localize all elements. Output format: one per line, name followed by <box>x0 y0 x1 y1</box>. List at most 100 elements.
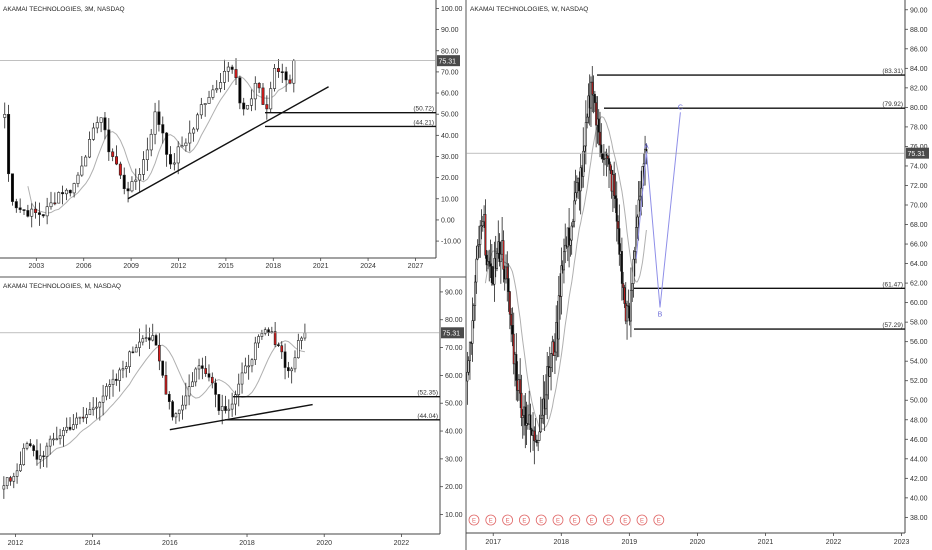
candle-body <box>25 443 29 449</box>
candle-body <box>34 208 38 213</box>
candle-body <box>257 336 260 344</box>
candle-body <box>230 403 234 410</box>
projection-point-label: B <box>658 312 663 319</box>
candle-body <box>273 331 277 346</box>
candle-body <box>144 337 148 339</box>
x-tick-label: 2017 <box>485 539 501 546</box>
candle-body <box>174 413 178 418</box>
candle-body <box>157 111 161 125</box>
candle-body <box>599 131 602 146</box>
x-tick-label: 2023 <box>894 539 910 546</box>
earnings-marker-icon[interactable] <box>519 514 530 526</box>
candle-body <box>158 344 161 362</box>
earnings-marker-icon[interactable] <box>636 514 648 526</box>
candle-body <box>211 89 215 98</box>
candle-body <box>471 320 474 344</box>
candle-body <box>201 365 204 369</box>
earnings-marker-icon[interactable] <box>653 514 665 526</box>
y-tick-label: 20.00 <box>445 484 463 491</box>
candle-body <box>477 244 480 247</box>
candle-body <box>485 254 488 266</box>
candle-body <box>177 409 181 414</box>
candle-body <box>126 188 130 192</box>
earnings-marker-label: E <box>506 519 510 525</box>
earnings-marker-icon[interactable] <box>603 514 614 526</box>
earnings-marker-icon[interactable] <box>502 514 514 526</box>
candle-body <box>484 214 487 256</box>
candle-body <box>142 159 145 175</box>
candle-body <box>167 393 171 402</box>
candle-body <box>533 430 536 442</box>
earnings-marker-label: E <box>472 519 476 525</box>
earnings-marker-icon[interactable] <box>468 514 480 526</box>
candle-body <box>204 368 207 374</box>
candle-body <box>568 227 571 246</box>
candle-body <box>105 386 108 397</box>
candle-body <box>151 335 155 341</box>
candle-body <box>552 341 555 356</box>
chart-pane-weekly[interactable]: AKAMAI TECHNOLOGIES, W, NASDAQ (83.31) (7… <box>466 0 929 546</box>
y-tick-label: 38.00 <box>910 515 928 522</box>
candle-body <box>45 445 49 458</box>
candle-body <box>583 145 586 152</box>
candle-body <box>615 198 618 222</box>
x-tick-label: 2027 <box>408 263 424 270</box>
x-tick-label: 2022 <box>394 540 410 547</box>
candle-body <box>521 415 524 418</box>
chart-pane-monthly[interactable]: AKAMAI TECHNOLOGIES, M, NASDAQ (52.35) (4… <box>0 278 464 547</box>
y-tick-label: 66.00 <box>910 242 928 249</box>
candle-body <box>499 253 502 263</box>
earnings-marker-icon[interactable] <box>535 514 547 526</box>
candle-body <box>130 181 134 192</box>
y-tick-label: 78.00 <box>910 124 928 131</box>
candle-body <box>124 366 128 369</box>
moving-average-line <box>484 116 647 431</box>
candle-body <box>466 371 469 382</box>
horizontal-level-label: (79.92) <box>882 101 903 108</box>
candle-body <box>489 263 492 267</box>
candle-body <box>586 116 589 123</box>
candle-body <box>623 287 626 304</box>
earnings-marker-icon[interactable] <box>619 514 631 526</box>
y-tick-label: 90.00 <box>445 289 463 296</box>
y-tick-label: 100.00 <box>441 6 463 13</box>
candle-body <box>284 71 288 81</box>
candle-body <box>591 81 594 95</box>
earnings-marker-icon[interactable] <box>552 514 564 526</box>
earnings-marker-icon[interactable] <box>586 514 597 526</box>
chart-pane-3m[interactable]: AKAMAI TECHNOLOGIES, 3M, NASDAQ (50.72) (… <box>0 0 463 270</box>
y-tick-label: 68.00 <box>910 222 928 229</box>
candle-body <box>479 225 482 245</box>
earnings-marker-label: E <box>489 519 493 525</box>
x-tick-label: 2024 <box>360 263 376 270</box>
earnings-marker-icon[interactable] <box>485 514 497 526</box>
candle-body <box>524 406 527 426</box>
candle-body <box>622 283 625 288</box>
candle-body <box>7 113 11 175</box>
y-tick-label: 74.00 <box>910 163 928 170</box>
y-tick-label: 70.00 <box>445 345 463 352</box>
candle-body <box>269 88 273 110</box>
earnings-marker-label: E <box>590 519 594 525</box>
candle-body <box>95 406 98 409</box>
x-tick-label: 2021 <box>758 539 774 546</box>
y-tick-label: 56.00 <box>910 339 928 346</box>
candle-body <box>101 395 105 403</box>
candle-body <box>45 206 49 217</box>
candle-body <box>52 438 55 441</box>
x-tick-label: 2021 <box>313 263 329 270</box>
candle-body <box>642 163 645 167</box>
y-tick-label: 0.00 <box>441 217 455 224</box>
earnings-marker-icon[interactable] <box>569 514 581 526</box>
candle-body <box>613 174 616 196</box>
y-tick-label: 54.00 <box>910 359 928 366</box>
candle-body <box>107 129 111 153</box>
candle-body <box>84 156 88 167</box>
candle-body <box>242 102 246 110</box>
candle-body <box>41 214 45 217</box>
candle-body <box>12 476 16 482</box>
candle-body <box>48 438 52 447</box>
candle-body <box>68 426 72 430</box>
candle-body <box>134 347 138 353</box>
candle-body <box>597 118 600 133</box>
